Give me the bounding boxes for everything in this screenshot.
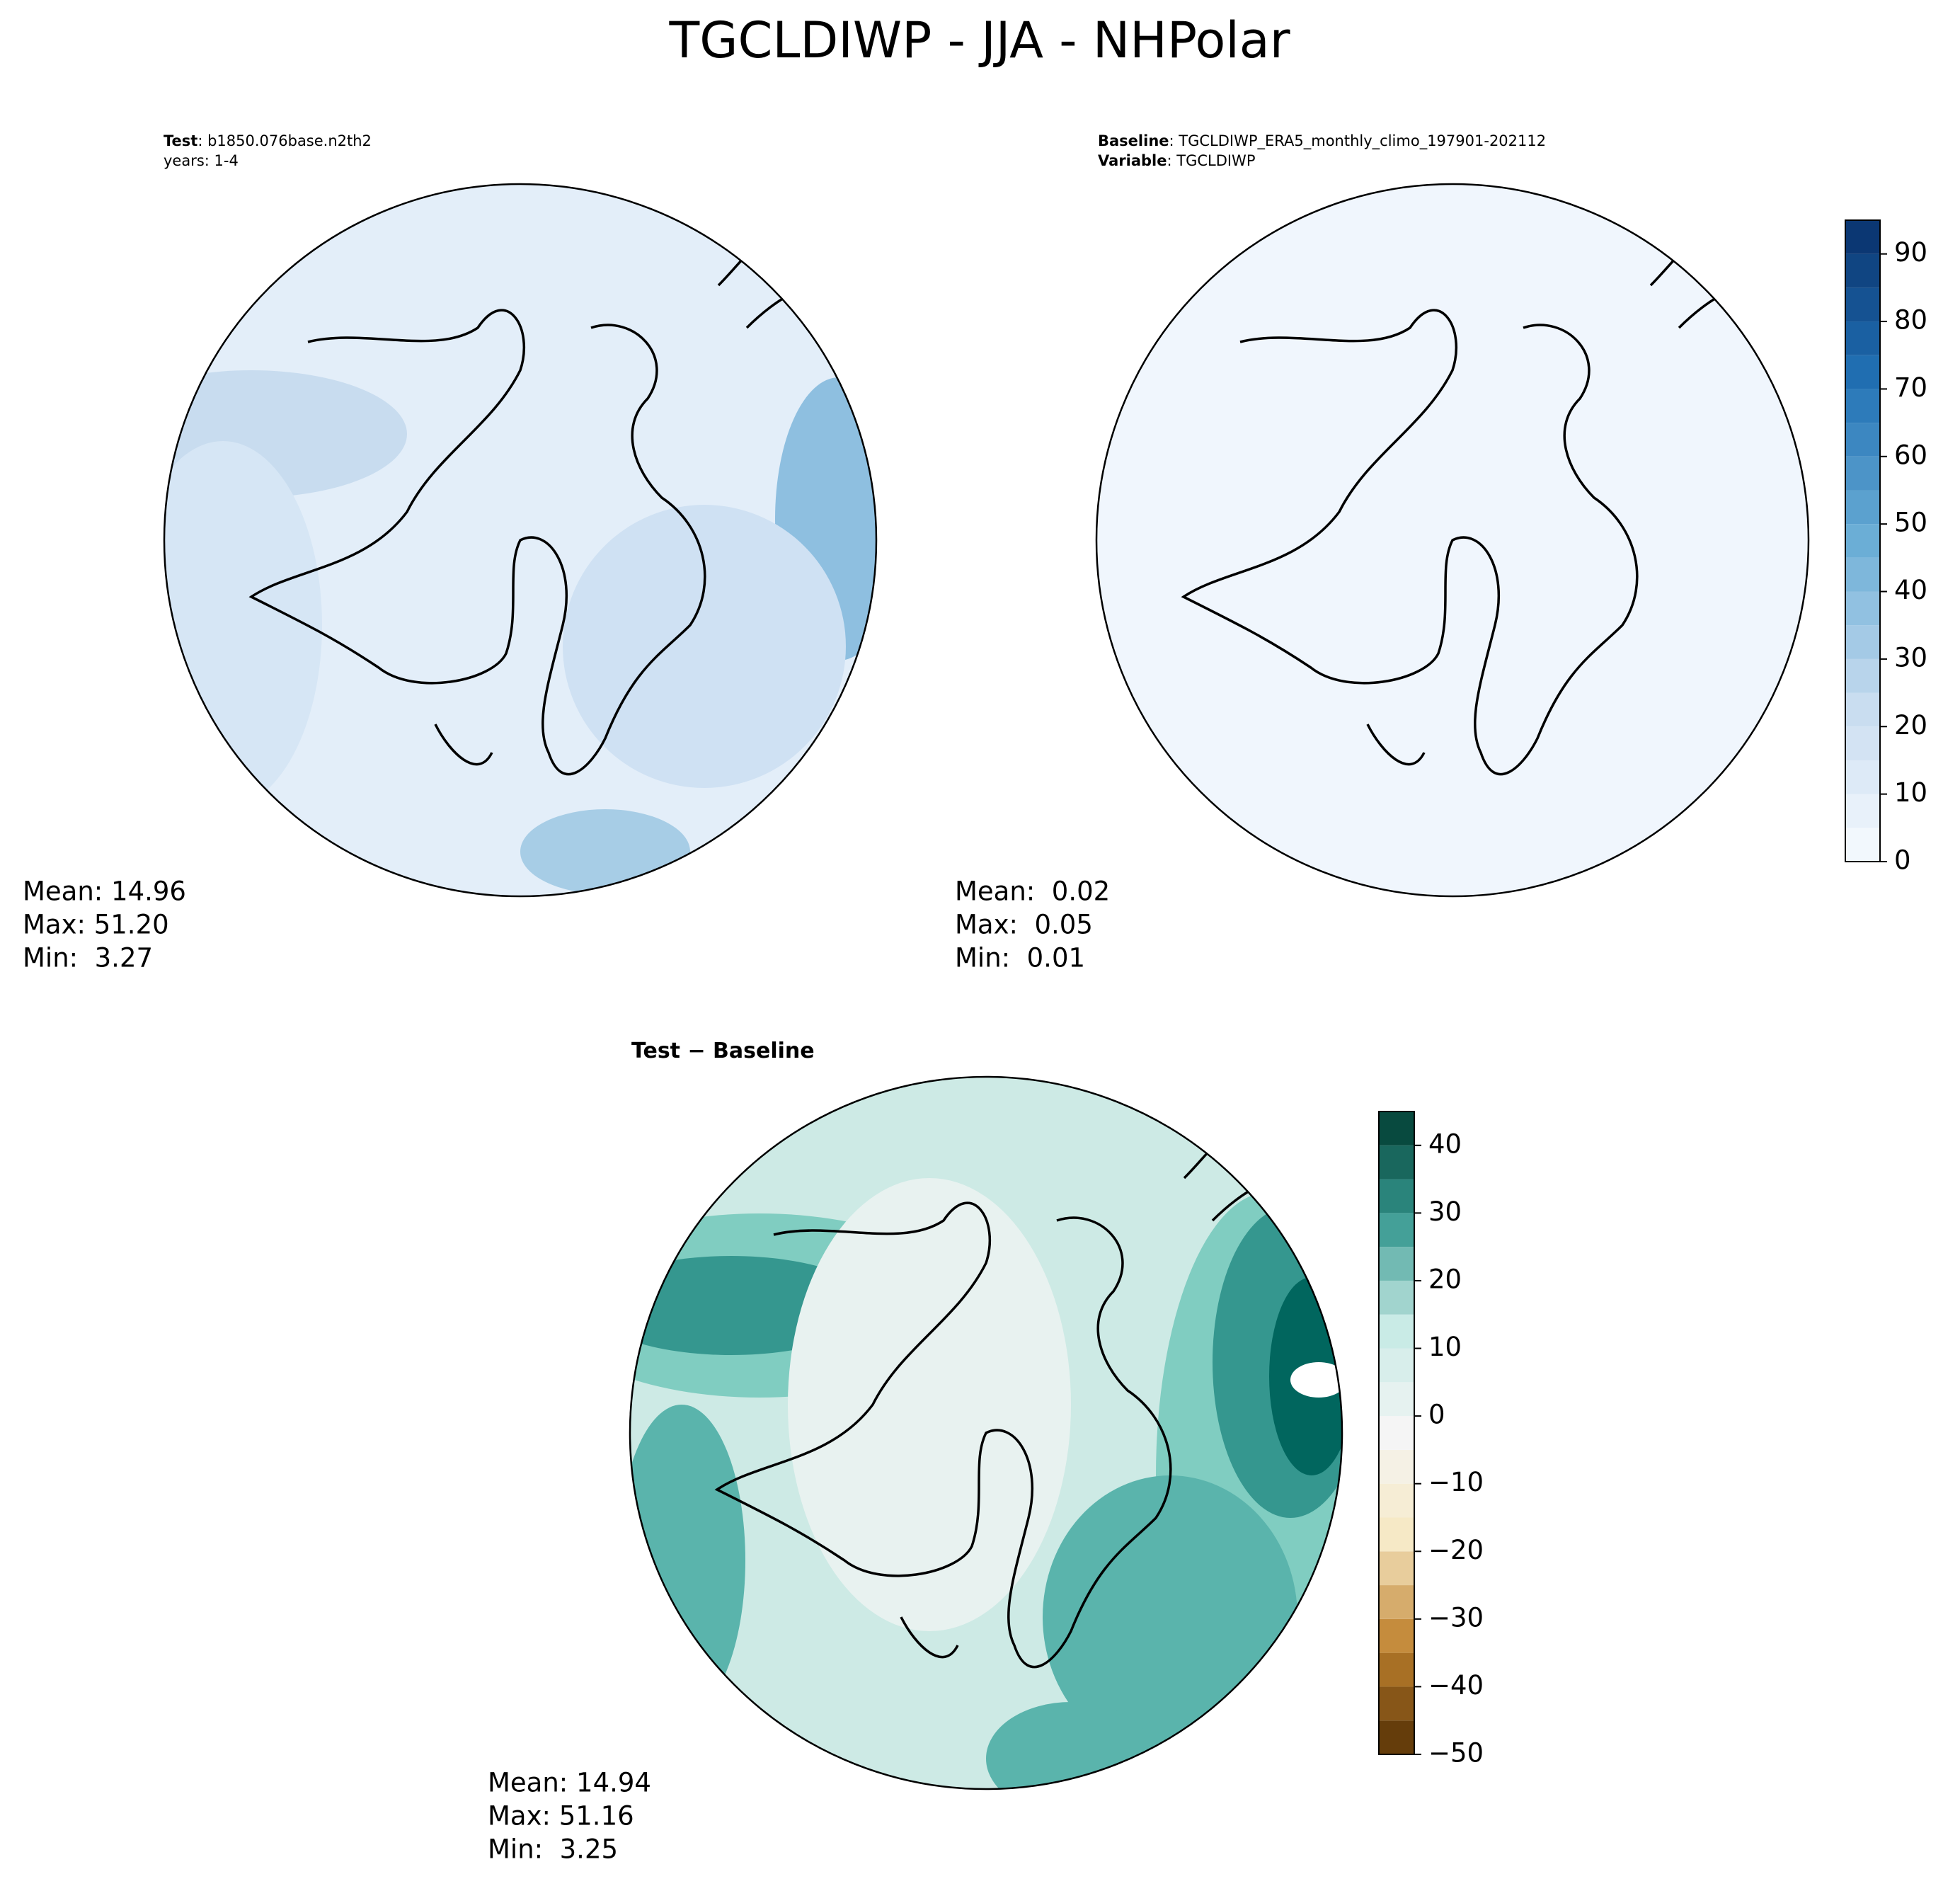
colorbar-band — [1845, 490, 1880, 525]
colorbar-tick-label: 50 — [1894, 508, 1927, 538]
missing-region — [1290, 1362, 1342, 1398]
field-blob — [563, 505, 846, 788]
colorbar-band — [1379, 1179, 1414, 1213]
colorbar-band — [1379, 1618, 1414, 1653]
header-key: Baseline — [1098, 132, 1169, 149]
panel-header: Baseline: TGCLDIWP_ERA5_monthly_climo_19… — [1098, 132, 1546, 150]
colorbar-tick-label: 30 — [1894, 642, 1927, 673]
colorbar-tick-label: 10 — [1428, 1332, 1462, 1362]
field-blob — [164, 441, 322, 809]
colorbar-band — [1379, 1348, 1414, 1383]
colorbar-band — [1379, 1280, 1414, 1315]
stat-line: Min: 0.01 — [955, 943, 1085, 973]
field-blob — [788, 1178, 1071, 1631]
stat-line: Mean: 14.96 — [23, 876, 186, 907]
colorbar-band — [1379, 1585, 1414, 1619]
colorbar-frame — [1378, 1111, 1415, 1755]
colorbar-band — [1845, 220, 1880, 254]
map-boundary — [163, 183, 878, 898]
colorbar-tick-label: 20 — [1894, 710, 1927, 741]
map — [629, 1075, 1343, 1790]
colorbar-frame — [1845, 219, 1881, 862]
colorbar-tick-label: 80 — [1894, 305, 1927, 336]
colorbar-tick-label: 60 — [1894, 440, 1927, 470]
field-blob — [520, 809, 690, 894]
colorbar-tick-label: −30 — [1428, 1602, 1484, 1633]
colorbar-band — [1379, 1314, 1414, 1349]
colorbar-tick-label: 10 — [1894, 777, 1927, 808]
header-value: : b1850.076base.n2th2 — [197, 132, 372, 149]
colorbar-tick-label: 70 — [1894, 372, 1927, 403]
colorbar-tick-label: −20 — [1428, 1535, 1484, 1565]
stat-line: Mean: 0.02 — [955, 876, 1110, 907]
map-boundary — [629, 1075, 1343, 1790]
colorbar-band — [1845, 625, 1880, 659]
map-field — [164, 184, 876, 896]
colorbar-tick-label: −50 — [1428, 1738, 1484, 1769]
stat-line: Min: 3.25 — [488, 1834, 618, 1865]
colorbar-band — [1845, 726, 1880, 760]
colorbar-band — [1845, 524, 1880, 558]
colorbar-band — [1845, 355, 1880, 389]
colorbar-band — [1845, 658, 1880, 693]
map — [1095, 183, 1810, 898]
header-key: Test − Baseline — [631, 1039, 815, 1063]
stat-line: Max: 51.16 — [488, 1801, 634, 1832]
panel-header: Test − Baseline — [631, 1039, 815, 1063]
map-field — [630, 1077, 1342, 1789]
colorbar-band — [1845, 794, 1880, 828]
colorbar-band — [1379, 1382, 1414, 1417]
stat-line: Mean: 14.94 — [488, 1768, 651, 1798]
header-key: Test — [164, 132, 197, 149]
colorbar-tick-label: 30 — [1428, 1196, 1462, 1227]
colorbar-band — [1845, 760, 1880, 794]
colorbar-band — [1379, 1213, 1414, 1247]
colorbar-band — [1845, 423, 1880, 457]
stat-line: Max: 51.20 — [23, 910, 169, 940]
colorbar-band — [1379, 1652, 1414, 1687]
colorbar-tick-label: 0 — [1428, 1400, 1445, 1430]
colorbar-band — [1845, 557, 1880, 592]
colorbar-band — [1845, 253, 1880, 288]
header-key: Variable — [1098, 152, 1167, 169]
colorbar-band — [1379, 1145, 1414, 1179]
map-field — [1096, 184, 1809, 896]
figure-title: TGCLDIWP - JJA - NHPolar — [669, 11, 1290, 69]
stat-line: Max: 0.05 — [955, 910, 1093, 940]
colorbar-tick-label: −10 — [1428, 1467, 1484, 1497]
header-value: : TGCLDIWP_ERA5_monthly_climo_197901-202… — [1169, 132, 1547, 150]
colorbar-tick-label: 90 — [1894, 237, 1927, 268]
map — [163, 183, 878, 898]
colorbar-band — [1845, 287, 1880, 322]
colorbar-band — [1379, 1686, 1414, 1721]
stat-line: Min: 3.27 — [23, 943, 153, 973]
panel-header: Variable: TGCLDIWP — [1098, 152, 1256, 169]
colorbar-band — [1845, 828, 1880, 862]
colorbar-tick-label: −40 — [1428, 1670, 1484, 1701]
colorbar-tick-label: 20 — [1428, 1264, 1462, 1294]
colorbar-band — [1379, 1416, 1414, 1450]
header-value: years: 1-4 — [164, 152, 239, 169]
header-value: : TGCLDIWP — [1167, 152, 1255, 169]
colorbar-band — [1379, 1517, 1414, 1552]
colorbar-band — [1379, 1112, 1414, 1146]
colorbar-tick-label: 40 — [1428, 1129, 1462, 1159]
colorbar-band — [1845, 389, 1880, 423]
colorbar-band — [1845, 456, 1880, 491]
colorbar-band — [1379, 1483, 1414, 1518]
field-blob — [630, 1405, 745, 1716]
colorbar-band — [1379, 1247, 1414, 1281]
colorbar-band — [1379, 1551, 1414, 1586]
colorbar-band — [1845, 692, 1880, 727]
colorbar-band — [1845, 591, 1880, 626]
panel-header: Test: b1850.076base.n2th2 — [164, 132, 372, 149]
colorbar-tick-label: 0 — [1894, 845, 1911, 876]
panel-header: years: 1-4 — [164, 152, 239, 169]
colorbar-band — [1845, 321, 1880, 355]
colorbar-band — [1379, 1449, 1414, 1484]
map-boundary — [1095, 183, 1810, 898]
colorbar-band — [1379, 1720, 1414, 1754]
colorbar-tick-label: 40 — [1894, 575, 1927, 605]
